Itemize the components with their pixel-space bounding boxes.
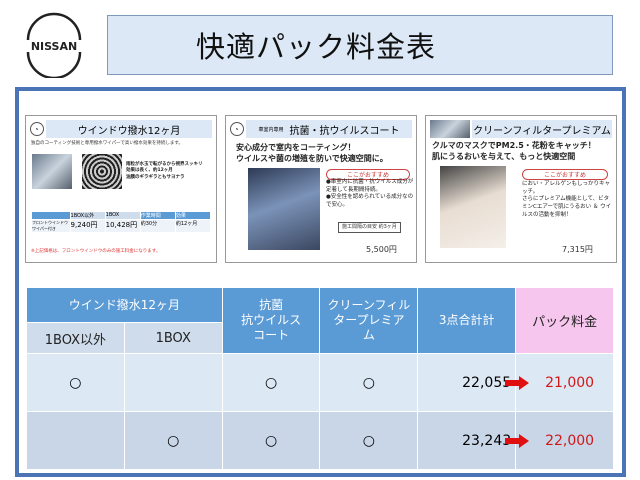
card-note: ※上記価格は、フロントウインドウのみの施工料金になります。 bbox=[31, 249, 161, 254]
cell-total: 23,243 bbox=[417, 411, 530, 470]
cell-check bbox=[26, 411, 125, 470]
duration-label: 施工間隔の目安 約3ヶ月 bbox=[338, 222, 401, 233]
cell: 9,240円 bbox=[70, 220, 105, 232]
header-antibacterial: 抗菌 抗ウイルス コート bbox=[221, 287, 321, 354]
cell: フロントウインドウ ワイパー付き bbox=[32, 220, 70, 232]
table-row: ○ ○ ○ 22,055 21,000 bbox=[26, 353, 614, 412]
cell-pack-price: 22,000 bbox=[515, 411, 614, 470]
recommend-badge: ここがおすすめ bbox=[326, 169, 410, 180]
cell: 約30分 bbox=[140, 220, 175, 232]
header-window-coating: ウインド撥水12ヶ月 bbox=[26, 287, 223, 323]
cell-check: ○ bbox=[26, 353, 125, 412]
cell: 1BOX bbox=[105, 212, 140, 219]
cell: 効果 bbox=[175, 212, 210, 219]
cell-check bbox=[123, 353, 223, 412]
header-clean-filter: クリーンフィル タープレミア ム bbox=[319, 287, 419, 354]
card-headline: 安心成分で室内をコーティング！ bbox=[236, 143, 356, 152]
cell-total: 22,055 bbox=[417, 353, 530, 412]
price-grid: 1BOX以外 1BOX 作業時間 効果 フロントウインドウ ワイパー付き 9,2… bbox=[32, 212, 210, 232]
point: 効果は長く、約12ヶ月 bbox=[126, 168, 173, 174]
card-desc: 独自のコーティング技術と専用撥水ワイパーで高い撥水効果を持続します。 bbox=[31, 141, 183, 146]
cell-pack-price: 21,000 bbox=[515, 353, 614, 412]
cell: 作業時間 bbox=[140, 212, 175, 219]
cell: 10,428円 bbox=[105, 220, 140, 232]
recommend-badge: ここがおすすめ bbox=[522, 169, 608, 180]
red-arrow-icon bbox=[505, 433, 530, 448]
svg-text:NISSAN: NISSAN bbox=[31, 40, 77, 53]
nissan-logo-small: N bbox=[30, 122, 44, 136]
card-headline: ウイルスや菌の増殖を防いで快適空間に。 bbox=[236, 153, 388, 163]
red-arrow-icon bbox=[505, 375, 530, 390]
cell-check: ○ bbox=[319, 353, 419, 412]
car-image bbox=[430, 120, 470, 138]
point: ●車室内に抗菌・抗ウイルス成分が定着して長期間持続。 bbox=[326, 179, 414, 193]
point: 雨粒が水玉で転がるから視界スッキリ bbox=[126, 162, 203, 167]
card-price: 7,315円 bbox=[562, 245, 593, 254]
cell-check: ○ bbox=[123, 411, 223, 470]
total-value: 22,055 bbox=[462, 374, 512, 391]
card-title: クリーンフィルタープレミアム bbox=[472, 120, 612, 138]
cell-check: ○ bbox=[319, 411, 419, 470]
windshield-image bbox=[32, 154, 72, 189]
cell: 約12ヶ月 bbox=[175, 220, 210, 232]
card-antibacterial: N 車室内専用 抗菌・抗ウイルスコート 安心成分で室内をコーティング！ ウイルスや… bbox=[225, 115, 417, 263]
page-title: 快適パック料金表 bbox=[196, 30, 437, 64]
card-price: 5,500円 bbox=[366, 245, 397, 254]
page-title-box: 快適パック料金表 bbox=[107, 15, 613, 75]
water-beads-image bbox=[82, 154, 122, 189]
woman-photo bbox=[440, 166, 506, 248]
point: ●安全性を認められている成分なので安心。 bbox=[326, 194, 414, 209]
point: 油膜のギラギラともサヨナラ bbox=[126, 174, 185, 180]
header-pack-price: パック料金 bbox=[515, 287, 614, 354]
total-value: 23,243 bbox=[462, 432, 512, 449]
nissan-logo: NISSAN bbox=[14, 12, 94, 80]
card-headline: 肌にうるおいを与えて、もっと快適空間 bbox=[432, 151, 576, 161]
cell-check: ○ bbox=[221, 353, 321, 412]
card-title-text: 抗菌・抗ウイルスコート bbox=[289, 125, 400, 137]
card-clean-filter: クリーンフィルタープレミアム クルマのマスクでPM2.5・花粉をキャッチ！ 肌に… bbox=[425, 115, 617, 263]
card-title: 車室内専用 抗菌・抗ウイルスコート bbox=[246, 120, 412, 138]
nissan-logo-small: N bbox=[230, 122, 244, 136]
car-seat-image bbox=[248, 168, 320, 250]
header-1box: 1BOX bbox=[123, 322, 223, 354]
card-window-coating: N ウインドウ撥水12ヶ月 独自のコーティング技術と専用撥水ワイパーで高い撥水効… bbox=[25, 115, 217, 263]
card-subtitle: 車室内専用 bbox=[258, 126, 284, 133]
point: におい・アレルゲンもしっかりキャッチ。 bbox=[522, 181, 611, 195]
point: さらにプレミアム機能として、ビタミンCエアーで肌にうるおい ＆ ウイルスの活動を… bbox=[522, 196, 612, 218]
cell: 1BOX以外 bbox=[70, 212, 105, 219]
cell-check: ○ bbox=[221, 411, 321, 470]
header-non-1box: 1BOX以外 bbox=[26, 322, 125, 354]
table-row: ○ ○ ○ 23,243 22,000 bbox=[26, 411, 614, 470]
card-title: ウインドウ撥水12ヶ月 bbox=[46, 120, 212, 138]
pack-price-table: ウインド撥水12ヶ月 抗菌 抗ウイルス コート クリーンフィル タープレミア ム… bbox=[26, 287, 614, 470]
card-headline: クルマのマスクでPM2.5・花粉をキャッチ！ bbox=[432, 141, 596, 150]
header-total: 3点合計計 bbox=[417, 287, 517, 354]
